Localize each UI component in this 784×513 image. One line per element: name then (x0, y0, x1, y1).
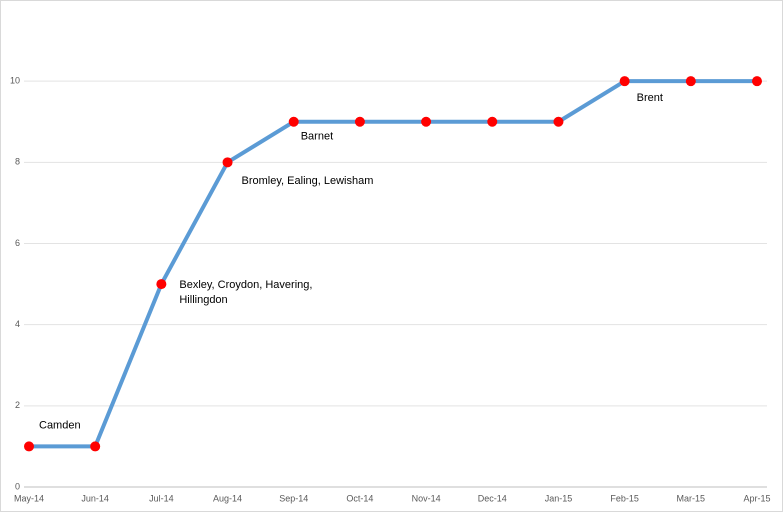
y-tick-label: 2 (15, 400, 20, 410)
annotation: Camden (39, 419, 81, 431)
annotation: Brent (637, 92, 663, 104)
point (752, 76, 762, 87)
y-tick-label: 4 (15, 319, 20, 329)
annotation: Bromley, Ealing, Lewisham (242, 175, 374, 187)
point (288, 116, 299, 127)
annotation: Bexley, Croydon, Havering, (179, 279, 312, 291)
y-tick-label: 0 (15, 481, 20, 491)
x-tick-label: Feb-15 (610, 493, 639, 503)
x-tick-label: Nov-14 (412, 493, 441, 503)
annotation: Hillingdon (179, 294, 227, 306)
point (354, 116, 365, 127)
x-tick-label: Jan-15 (545, 493, 573, 503)
point (156, 279, 167, 290)
point (685, 76, 696, 87)
y-tick-label: 10 (10, 76, 20, 86)
x-tick-label: Jun-14 (81, 493, 109, 503)
point (619, 76, 630, 87)
x-tick-label: Aug-14 (213, 493, 242, 503)
annotation: Barnet (301, 131, 333, 143)
point (222, 157, 233, 168)
x-tick-label: May-14 (14, 493, 44, 503)
x-tick-label: Oct-14 (346, 493, 373, 503)
x-tick-label: Dec-14 (478, 493, 507, 503)
series-line (29, 79, 757, 449)
x-tick-label: Sep-14 (279, 493, 308, 503)
point (24, 441, 34, 452)
y-tick-label: 8 (15, 157, 20, 167)
point (90, 441, 101, 452)
x-tick-label: Jul-14 (149, 493, 174, 503)
point (487, 116, 498, 127)
point (421, 116, 432, 127)
x-tick-label: Mar-15 (677, 493, 706, 503)
point (553, 116, 564, 127)
x-tick-label: Apr-15 (743, 493, 770, 503)
y-tick-label: 6 (15, 238, 20, 248)
